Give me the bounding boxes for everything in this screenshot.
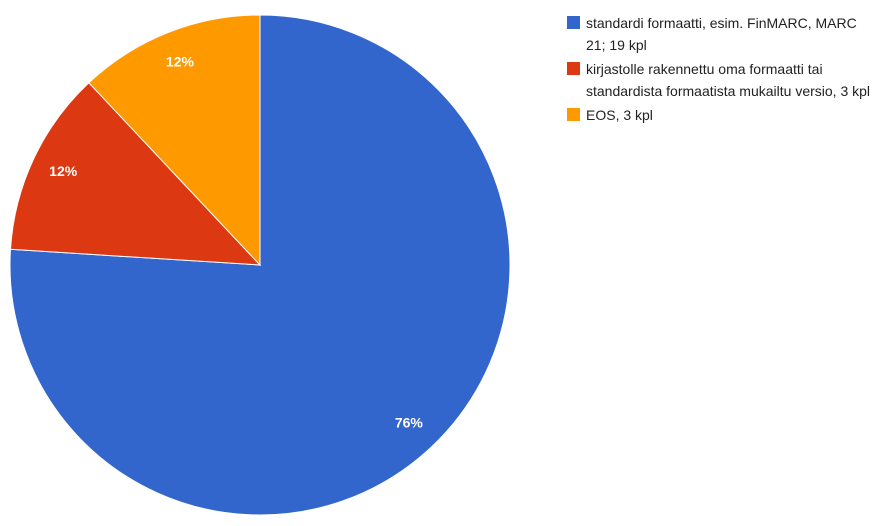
legend-label: standardi formaatti, esim. FinMARC, MARC… (586, 15, 857, 53)
legend-item: kirjastolle rakennettu oma formaatti tai… (567, 58, 872, 102)
pie-slice (9, 82, 262, 266)
legend-swatch (567, 108, 580, 121)
legend-label: EOS, 3 kpl (586, 107, 653, 123)
slice-label: 12% (166, 53, 195, 69)
pie-slice (88, 14, 261, 267)
chart: 76% 12% 12% (9, 14, 511, 516)
slice-label: 12% (49, 163, 78, 179)
legend-swatch (567, 16, 580, 29)
legend-item: EOS, 3 kpl (567, 104, 872, 126)
legend: standardi formaatti, esim. FinMARC, MARC… (567, 12, 872, 128)
slice-label: 76% (395, 414, 424, 430)
legend-label: kirjastolle rakennettu oma formaatti tai… (586, 61, 871, 99)
legend-item: standardi formaatti, esim. FinMARC, MARC… (567, 12, 872, 56)
legend-swatch (567, 62, 580, 75)
